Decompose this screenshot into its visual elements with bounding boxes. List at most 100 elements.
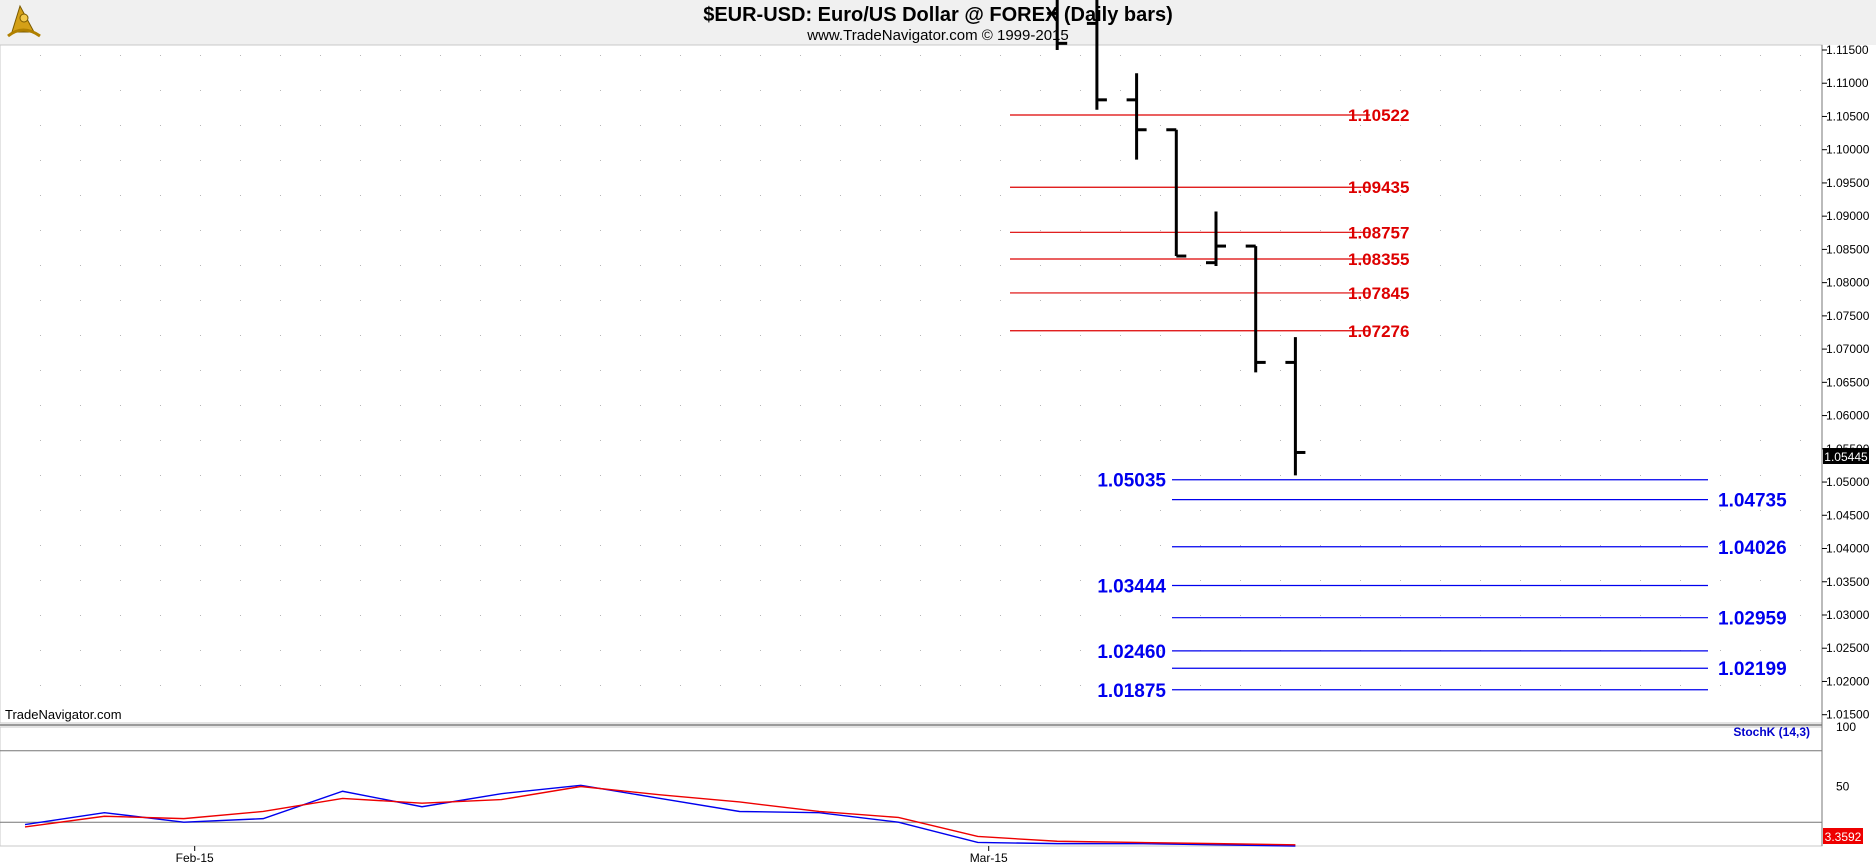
grid-dot (1280, 230, 1281, 231)
price-tick-label: 1.07000 (1826, 342, 1870, 356)
grid-dot (360, 650, 361, 651)
grid-dot (960, 440, 961, 441)
grid-dot (120, 90, 121, 91)
grid-dot (200, 475, 201, 476)
grid-dot (1520, 125, 1521, 126)
grid-dot (1520, 545, 1521, 546)
grid-dot (320, 405, 321, 406)
grid-dot (560, 370, 561, 371)
grid-dot (880, 685, 881, 686)
grid-dot (1160, 335, 1161, 336)
grid-dot (40, 55, 41, 56)
grid-dot (1440, 195, 1441, 196)
grid-dot (720, 125, 721, 126)
grid-dot (1760, 650, 1761, 651)
grid-dot (480, 650, 481, 651)
grid-dot (1520, 685, 1521, 686)
grid-dot (1200, 195, 1201, 196)
grid-dot (1040, 405, 1041, 406)
grid-dot (240, 230, 241, 231)
grid-dot (400, 370, 401, 371)
stoch-series-line (24, 784, 1296, 847)
stochastic-indicator: 100 50 StochK (14,3) (0, 720, 1856, 847)
grid-dot (720, 615, 721, 616)
grid-dot (1400, 405, 1401, 406)
grid-dot (680, 55, 681, 56)
grid-dot (1440, 55, 1441, 56)
grid-dot (880, 370, 881, 371)
grid-dot (800, 195, 801, 196)
grid-dot (1240, 265, 1241, 266)
grid-dot (1440, 405, 1441, 406)
grid-dot (1040, 55, 1041, 56)
grid-dot (440, 125, 441, 126)
grid-dot (1720, 55, 1721, 56)
grid-dot (400, 55, 401, 56)
grid-dot (1240, 615, 1241, 616)
grid-dot (1440, 300, 1441, 301)
grid-dot (200, 580, 201, 581)
grid-dot (360, 125, 361, 126)
grid-dot (1800, 545, 1801, 546)
grid-dot (1720, 335, 1721, 336)
grid-dot (280, 475, 281, 476)
grid-dot (1640, 90, 1641, 91)
grid-dot (440, 195, 441, 196)
grid-dot (920, 580, 921, 581)
grid-dot (1080, 55, 1081, 56)
grid-dot (640, 545, 641, 546)
grid-dot (560, 685, 561, 686)
grid-dot (1320, 90, 1321, 91)
grid-dot (320, 90, 321, 91)
grid-dot (720, 370, 721, 371)
grid-dot (1520, 370, 1521, 371)
grid-dot (560, 580, 561, 581)
grid-dot (80, 685, 81, 686)
grid-dot (1680, 230, 1681, 231)
grid-dot (1120, 90, 1121, 91)
grid-dot (1760, 405, 1761, 406)
grid-dot (1280, 90, 1281, 91)
grid-dot (1600, 370, 1601, 371)
grid-dot (1640, 300, 1641, 301)
grid-dot (520, 405, 521, 406)
grid-dot (600, 650, 601, 651)
grid-dot (1280, 475, 1281, 476)
grid-dot (680, 370, 681, 371)
grid-dot (1320, 125, 1321, 126)
grid-dot (1360, 475, 1361, 476)
grid-dot (120, 510, 121, 511)
grid-dot (1240, 195, 1241, 196)
grid-dot (1400, 370, 1401, 371)
grid-dot (1040, 370, 1041, 371)
grid-dot (1360, 615, 1361, 616)
grid-dot (640, 510, 641, 511)
grid-dot (760, 685, 761, 686)
grid-dot (1520, 160, 1521, 161)
grid-dot (1080, 335, 1081, 336)
grid-dot (960, 55, 961, 56)
grid-dot (1400, 475, 1401, 476)
grid-dot (1600, 475, 1601, 476)
grid-dot (1040, 300, 1041, 301)
grid-dot (480, 160, 481, 161)
grid-dot (400, 300, 401, 301)
grid-dot (480, 335, 481, 336)
grid-dot (240, 160, 241, 161)
grid-dot (1600, 405, 1601, 406)
grid-dot (400, 685, 401, 686)
red-level-label: 1.07845 (1348, 284, 1409, 303)
grid-dot (1600, 335, 1601, 336)
grid-dot (880, 125, 881, 126)
grid-dot (480, 580, 481, 581)
price-tick-label: 1.02000 (1826, 674, 1870, 688)
grid-dot (480, 440, 481, 441)
grid-dot (120, 615, 121, 616)
grid-dot (1640, 160, 1641, 161)
grid-dot (1560, 475, 1561, 476)
grid-dot (1080, 685, 1081, 686)
grid-dot (440, 440, 441, 441)
grid-dot (360, 230, 361, 231)
price-tick-label: 1.11500 (1826, 43, 1869, 57)
grid-dot (1000, 685, 1001, 686)
